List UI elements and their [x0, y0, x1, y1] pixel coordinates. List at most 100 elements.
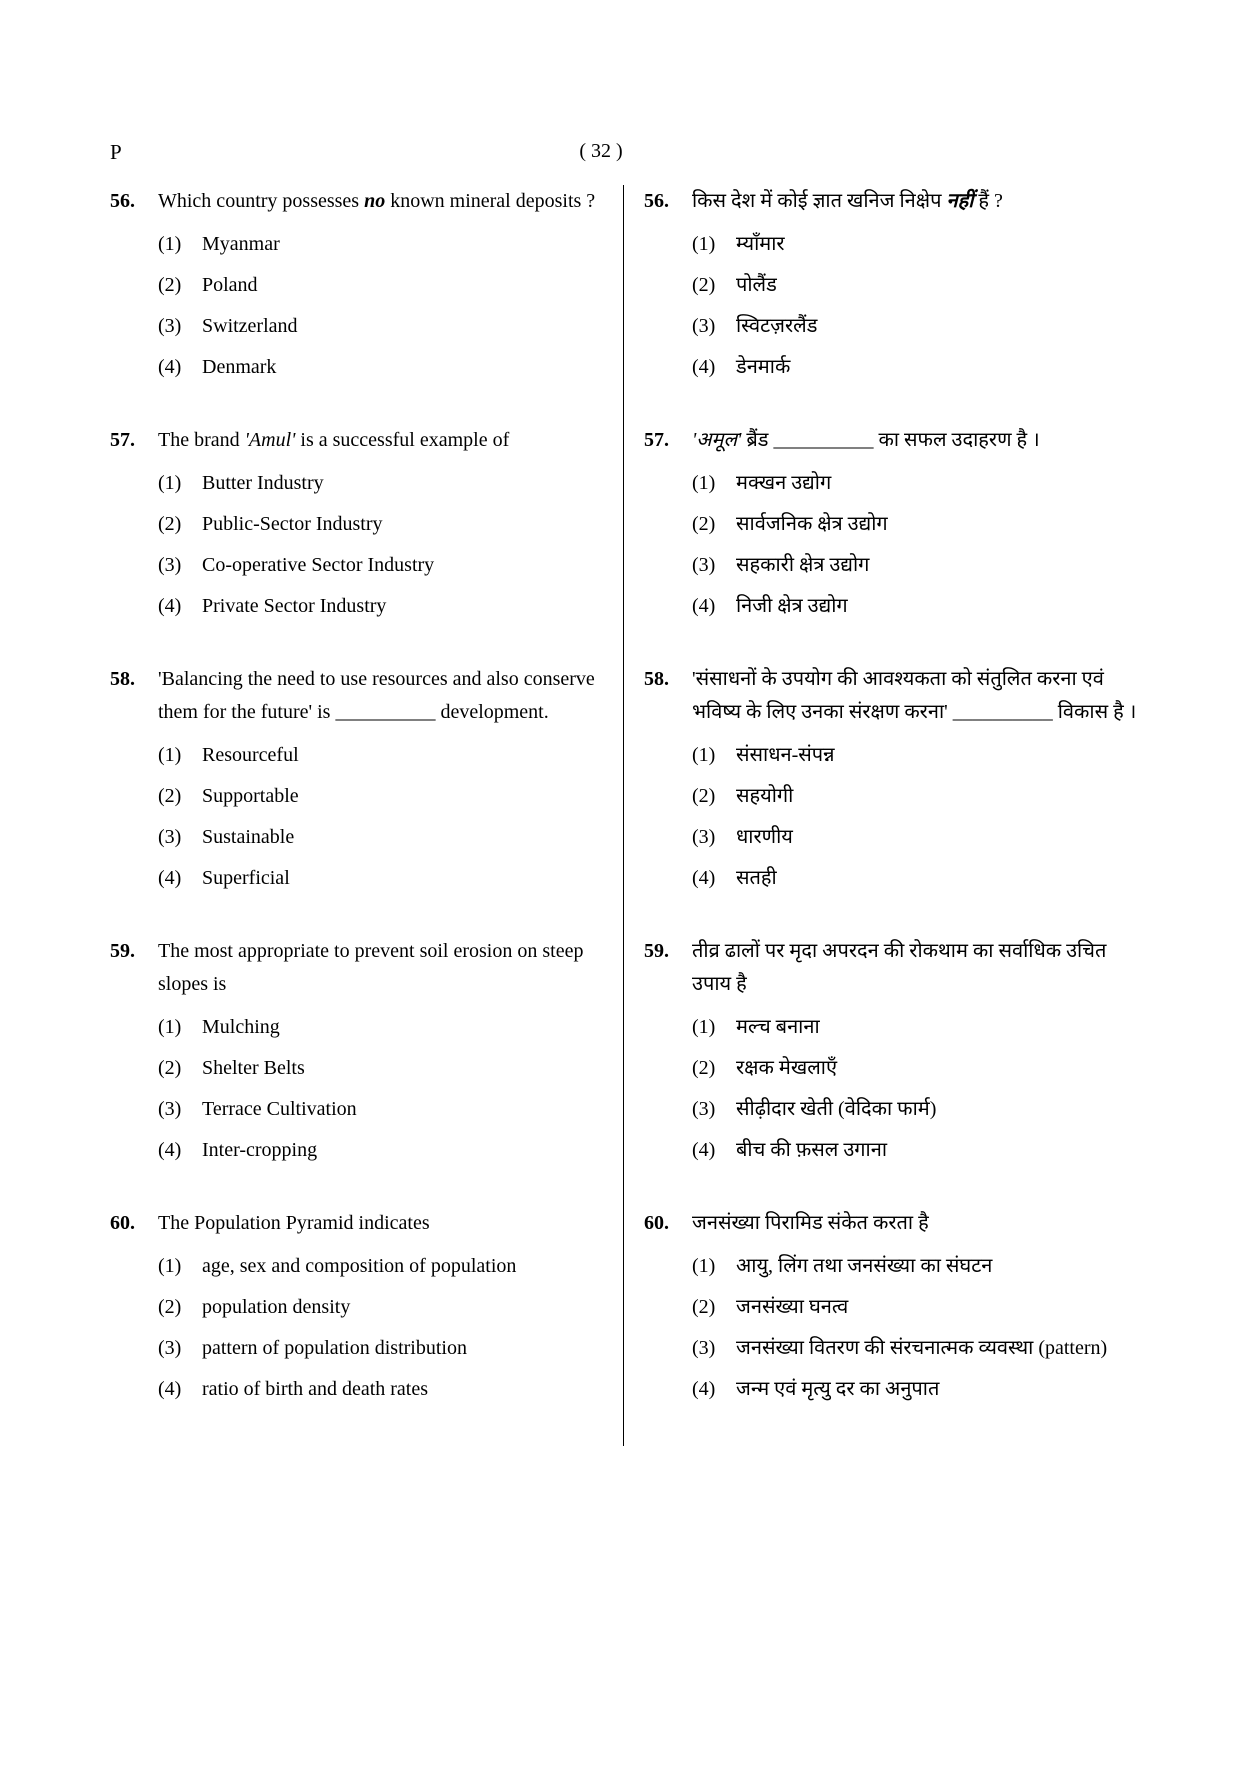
option-item: (3)pattern of population distribution — [158, 1332, 608, 1365]
option-text: Sustainable — [202, 821, 608, 854]
option-item: (1)मल्च बनाना — [692, 1011, 1142, 1044]
question-number: 59. — [110, 935, 158, 1175]
option-text: रक्षक मेखलाएँ — [736, 1052, 1142, 1085]
stem-part: नहीं — [946, 190, 973, 212]
option-text: Shelter Belts — [202, 1052, 608, 1085]
option-text: pattern of population distribution — [202, 1332, 608, 1365]
option-number: (3) — [158, 821, 202, 854]
option-number: (1) — [692, 467, 736, 500]
option-text: Co-operative Sector Industry — [202, 549, 608, 582]
question-stem: 'अमूल' ब्रैंड __________ का सफल उदाहरण ह… — [692, 424, 1142, 457]
question: 59.तीव्र ढालों पर मृदा अपरदन की रोकथाम क… — [644, 935, 1142, 1175]
question: 56.Which country possesses no known mine… — [110, 185, 608, 392]
option-item: (2)पोलैंड — [692, 269, 1142, 302]
option-item: (3)Co-operative Sector Industry — [158, 549, 608, 582]
option-item: (2)Shelter Belts — [158, 1052, 608, 1085]
options-list: (1)Butter Industry(2)Public-Sector Indus… — [158, 467, 608, 623]
question-stem: The Population Pyramid indicates — [158, 1207, 608, 1240]
option-text: मक्खन उद्योग — [736, 467, 1142, 500]
option-number: (2) — [158, 1052, 202, 1085]
option-number: (4) — [692, 351, 736, 384]
option-item: (4)Private Sector Industry — [158, 590, 608, 623]
option-text: स्विटज़रलैंड — [736, 310, 1142, 343]
options-list: (1)आयु, लिंग तथा जनसंख्या का संघटन (2)जनस… — [692, 1250, 1142, 1406]
option-number: (4) — [158, 1373, 202, 1406]
option-item: (4)डेनमार्क — [692, 351, 1142, 384]
question: 60.जनसंख्या पिरामिड संकेत करता है(1)आयु,… — [644, 1207, 1142, 1414]
question: 57.'अमूल' ब्रैंड __________ का सफल उदाहर… — [644, 424, 1142, 631]
question-stem: 'संसाधनों के उपयोग की आवश्यकता को संतुलि… — [692, 663, 1142, 729]
option-number: (2) — [158, 508, 202, 541]
question-body: जनसंख्या पिरामिड संकेत करता है(1)आयु, लि… — [692, 1207, 1142, 1414]
option-item: (4)Denmark — [158, 351, 608, 384]
question-stem: The most appropriate to prevent soil ero… — [158, 935, 608, 1001]
option-item: (3)Sustainable — [158, 821, 608, 854]
option-item: (3)स्विटज़रलैंड — [692, 310, 1142, 343]
option-item: (2)जनसंख्या घनत्व — [692, 1291, 1142, 1324]
option-text: सतही — [736, 862, 1142, 895]
question-number: 57. — [644, 424, 692, 631]
option-text: म्याँमार — [736, 228, 1142, 261]
option-item: (4)जन्म एवं मृत्यु दर का अनुपात — [692, 1373, 1142, 1406]
options-list: (1)Resourceful(2)Supportable(3)Sustainab… — [158, 739, 608, 895]
option-number: (3) — [158, 549, 202, 582]
option-item: (4)Superficial — [158, 862, 608, 895]
option-item: (3)सहकारी क्षेत्र उद्योग — [692, 549, 1142, 582]
question-body: तीव्र ढालों पर मृदा अपरदन की रोकथाम का स… — [692, 935, 1142, 1175]
question: 60.The Population Pyramid indicates(1)ag… — [110, 1207, 608, 1414]
option-number: (3) — [692, 549, 736, 582]
stem-part: known mineral deposits ? — [385, 190, 595, 212]
option-number: (1) — [158, 1250, 202, 1283]
option-number: (4) — [158, 862, 202, 895]
stem-part: is a successful example of — [295, 429, 509, 451]
option-number: (1) — [692, 228, 736, 261]
option-text: ratio of birth and death rates — [202, 1373, 608, 1406]
option-text: सार्वजनिक क्षेत्र उद्योग — [736, 508, 1142, 541]
option-item: (1)age, sex and composition of populatio… — [158, 1250, 608, 1283]
question-stem: The brand 'Amul' is a successful example… — [158, 424, 608, 457]
option-text: बीच की फ़सल उगाना — [736, 1134, 1142, 1167]
option-item: (2)सार्वजनिक क्षेत्र उद्योग — [692, 508, 1142, 541]
option-item: (1)म्याँमार — [692, 228, 1142, 261]
left-column: 56.Which country possesses no known mine… — [110, 185, 624, 1446]
option-text: age, sex and composition of population — [202, 1250, 608, 1283]
option-text: संसाधन-संपन्न — [736, 739, 1142, 772]
option-text: Denmark — [202, 351, 608, 384]
question-number: 56. — [644, 185, 692, 392]
question-stem: 'Balancing the need to use resources and… — [158, 663, 608, 729]
question: 58.'संसाधनों के उपयोग की आवश्यकता को संत… — [644, 663, 1142, 903]
stem-part: The most appropriate to prevent soil ero… — [158, 940, 583, 995]
option-item: (1)आयु, लिंग तथा जनसंख्या का संघटन — [692, 1250, 1142, 1283]
question: 58.'Balancing the need to use resources … — [110, 663, 608, 903]
stem-part: The Population Pyramid indicates — [158, 1212, 430, 1234]
option-item: (3)धारणीय — [692, 821, 1142, 854]
question-stem: तीव्र ढालों पर मृदा अपरदन की रोकथाम का स… — [692, 935, 1142, 1001]
columns-container: 56.Which country possesses no known mine… — [110, 185, 1142, 1446]
option-text: आयु, लिंग तथा जनसंख्या का संघटन — [736, 1250, 1142, 1283]
option-number: (3) — [692, 310, 736, 343]
option-number: (1) — [158, 739, 202, 772]
option-text: धारणीय — [736, 821, 1142, 854]
stem-part: 'Balancing the need to use resources and… — [158, 668, 595, 723]
stem-part: Which country possesses — [158, 190, 364, 212]
option-number: (3) — [692, 1093, 736, 1126]
options-list: (1)Mulching(2)Shelter Belts(3)Terrace Cu… — [158, 1011, 608, 1167]
option-item: (1)संसाधन-संपन्न — [692, 739, 1142, 772]
question-number: 56. — [110, 185, 158, 392]
option-number: (2) — [692, 1052, 736, 1085]
option-item: (4)बीच की फ़सल उगाना — [692, 1134, 1142, 1167]
options-list: (1)म्याँमार (2)पोलैंड (3)स्विटज़रलैंड (4)डे… — [692, 228, 1142, 384]
question-body: 'Balancing the need to use resources and… — [158, 663, 608, 903]
option-text: सीढ़ीदार खेती (वेदिका फार्म) — [736, 1093, 1142, 1126]
stem-part: ब्रैंड __________ का सफल उदाहरण है । — [741, 429, 1039, 451]
question-number: 60. — [644, 1207, 692, 1414]
option-item: (3)Terrace Cultivation — [158, 1093, 608, 1126]
option-number: (2) — [158, 1291, 202, 1324]
option-number: (2) — [692, 508, 736, 541]
option-number: (1) — [158, 228, 202, 261]
option-number: (4) — [158, 590, 202, 623]
stem-part: किस देश में कोई ज्ञात खनिज निक्षेप — [692, 190, 946, 212]
right-column: 56.किस देश में कोई ज्ञात खनिज निक्षेप नह… — [644, 185, 1142, 1446]
option-item: (1)Myanmar — [158, 228, 608, 261]
question-body: The Population Pyramid indicates (1)age, … — [158, 1207, 608, 1414]
